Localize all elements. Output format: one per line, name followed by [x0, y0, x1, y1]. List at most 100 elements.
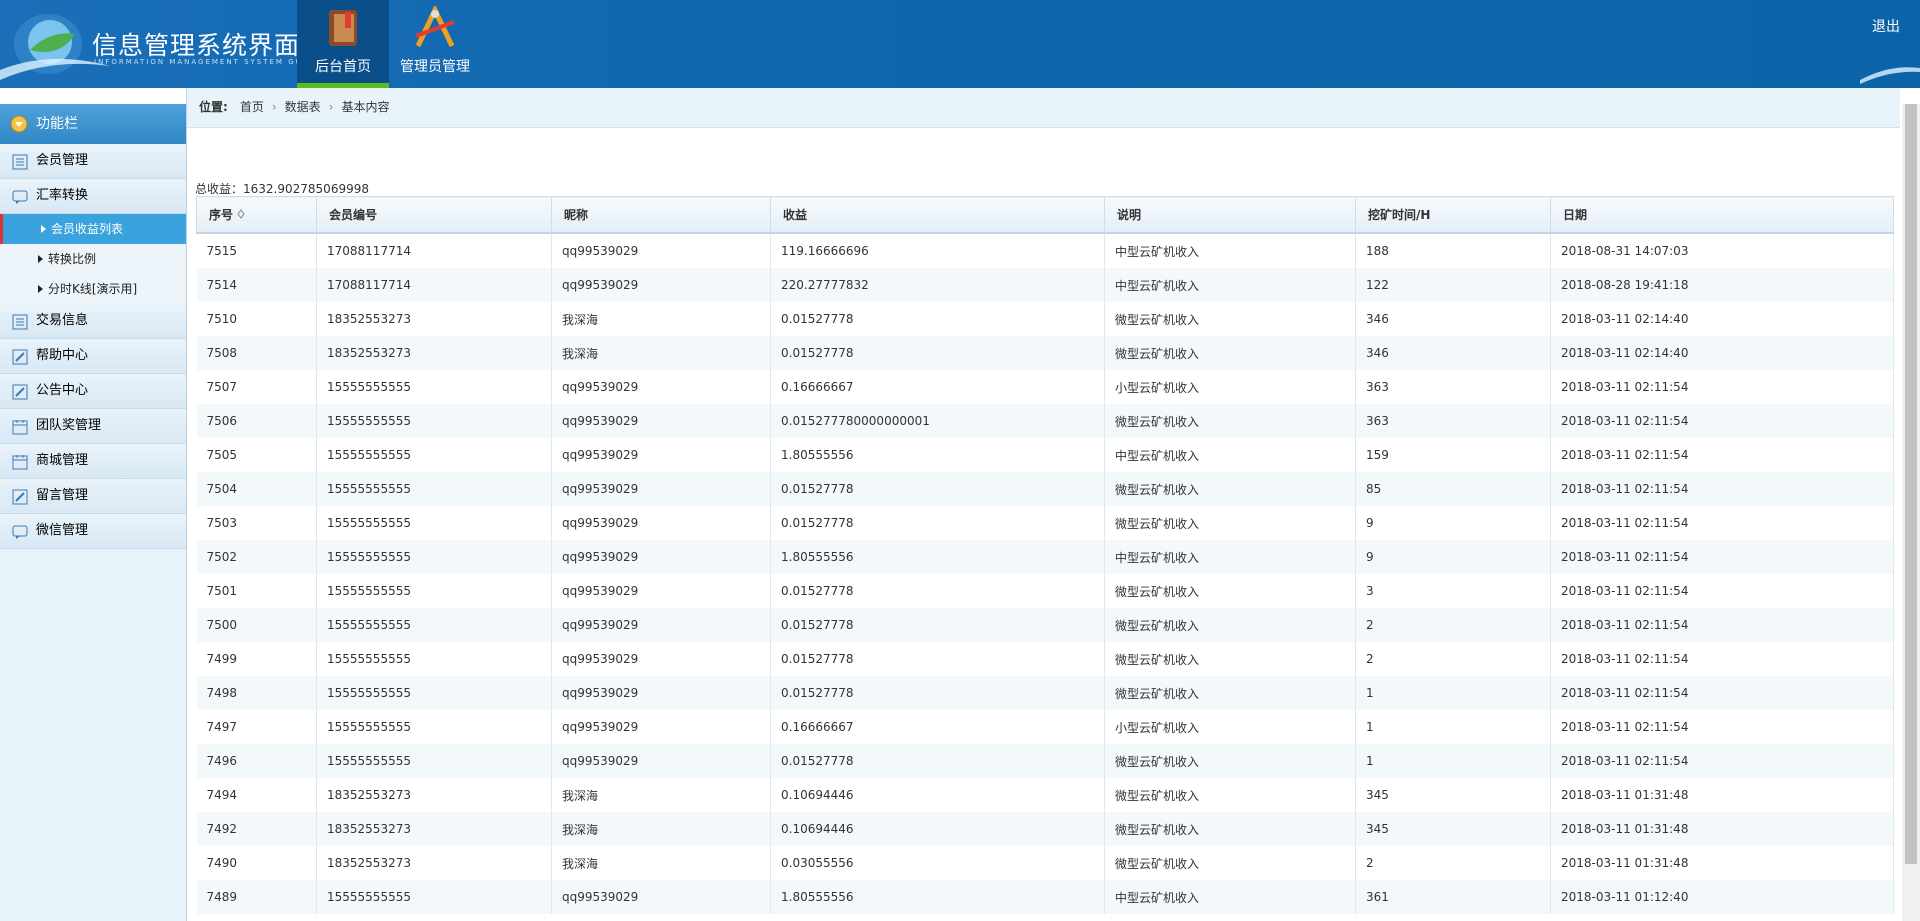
- table-cell: 122: [1355, 268, 1551, 302]
- table-cell: 2018-03-11 02:11:54: [1550, 438, 1894, 472]
- sidebar-item[interactable]: 汇率转换: [0, 179, 186, 214]
- table-cell: 2: [1355, 846, 1551, 880]
- table-cell: qq99539029: [551, 642, 771, 676]
- table-cell: qq99539029: [551, 880, 771, 914]
- table-cell: 363: [1355, 370, 1551, 404]
- table-row: 7504 15555555555 qq99539029 0.01527778 微型云矿机…: [196, 472, 1894, 506]
- table-row: 7498 15555555555 qq99539029 0.01527778 微型云矿机…: [196, 676, 1894, 710]
- table-cell: 15555555555: [316, 642, 552, 676]
- table-row: 7497 15555555555 qq99539029 0.16666667 小型云矿机…: [196, 710, 1894, 744]
- scrollbar-thumb[interactable]: [1905, 104, 1917, 864]
- sidebar-item[interactable]: 公告中心: [0, 374, 186, 409]
- table-cell: 7498: [196, 676, 317, 710]
- sidebar-item[interactable]: 会员管理: [0, 144, 186, 179]
- table-cell: 微型云矿机收入: [1104, 608, 1356, 642]
- sidebar-title[interactable]: 功能栏: [0, 104, 186, 144]
- sort-icon[interactable]: [237, 209, 245, 219]
- table-row: 7499 15555555555 qq99539029 0.01527778 微型云矿机…: [196, 642, 1894, 676]
- table-cell: 2018-08-28 19:41:18: [1550, 268, 1894, 302]
- table-cell: 1: [1355, 676, 1551, 710]
- table-cell: 2018-03-11 02:11:54: [1550, 744, 1894, 778]
- table-row: 7506 15555555555 qq99539029 0.0152777800000…: [196, 404, 1894, 438]
- table-cell: 363: [1355, 404, 1551, 438]
- table-cell: 微型云矿机收入: [1104, 472, 1356, 506]
- nav-admin[interactable]: 管理员管理: [389, 0, 481, 88]
- sidebar-item[interactable]: 商城管理: [0, 444, 186, 479]
- table-cell: 0.10694446: [770, 812, 1105, 846]
- nav-home[interactable]: 后台首页: [297, 0, 389, 88]
- column-header-text: 序号: [209, 208, 234, 222]
- table-cell: 0.01527778: [770, 642, 1105, 676]
- table-cell: 中型云矿机收入: [1104, 268, 1356, 302]
- table-cell: 小型云矿机收入: [1104, 370, 1356, 404]
- table-cell: 7494: [196, 778, 317, 812]
- icon: [12, 154, 28, 170]
- table-row: 7500 15555555555 qq99539029 0.01527778 微型云矿机…: [196, 608, 1894, 642]
- breadcrumb-item[interactable]: 首页: [239, 100, 264, 114]
- table-cell: 0.01527778: [770, 506, 1105, 540]
- table-cell: 15555555555: [316, 438, 552, 472]
- sidebar-subitem[interactable]: 分时K线[演示用]: [0, 274, 186, 304]
- logout[interactable]: 退出: [1872, 19, 1900, 35]
- breadcrumb: 位置: 首页 › 数据表 › 基本内容: [187, 88, 1900, 128]
- sidebar-item[interactable]: 团队奖管理: [0, 409, 186, 444]
- arrow: [38, 255, 43, 263]
- sidebar-item-label: 微信管理: [36, 523, 89, 538]
- table-row: 7515 17088117714 qq99539029 119.16666696 中型云…: [196, 233, 1894, 268]
- sidebar-item[interactable]: 留言管理: [0, 479, 186, 514]
- table-cell: 中型云矿机收入: [1104, 540, 1356, 574]
- table-cell: 我深海: [551, 302, 771, 336]
- sidebar-item[interactable]: 交易信息: [0, 304, 186, 339]
- table-cell: 中型云矿机收入: [1104, 438, 1356, 472]
- table-cell: 0.16666667: [770, 710, 1105, 744]
- table-cell: 2018-03-11 02:14:40: [1550, 336, 1894, 370]
- sidebar-subitem[interactable]: 会员收益列表: [0, 214, 186, 244]
- table-cell: 2018-03-11 02:11:54: [1550, 506, 1894, 540]
- column-header: 日期: [1550, 196, 1894, 234]
- table-cell: 119.16666696: [770, 233, 1105, 268]
- table-cell: 0.01527778: [770, 574, 1105, 608]
- breadcrumb-item[interactable]: 基本内容: [341, 100, 390, 114]
- table-cell: 18352553273: [316, 846, 552, 880]
- table-cell: qq99539029: [551, 404, 771, 438]
- column-header-text: 昵称: [564, 208, 589, 222]
- arrow: [38, 285, 43, 293]
- table-row: 7489 15555555555 qq99539029 1.80555556 中型云矿机…: [196, 880, 1894, 914]
- table-cell: 15555555555: [316, 880, 552, 914]
- scrollbar[interactable]: [1902, 104, 1920, 921]
- table-cell: 188: [1355, 233, 1551, 268]
- table-cell: 361: [1355, 880, 1551, 914]
- table-row: 7502 15555555555 qq99539029 1.80555556 中型云矿机…: [196, 540, 1894, 574]
- table-cell: 2018-03-11 02:11:54: [1550, 574, 1894, 608]
- table-cell: 7490: [196, 846, 317, 880]
- table-cell: qq99539029: [551, 438, 771, 472]
- table-cell: 7500: [196, 608, 317, 642]
- column-header[interactable]: 序号: [196, 196, 317, 234]
- icon: [12, 190, 28, 204]
- sidebar-item[interactable]: 帮助中心: [0, 339, 186, 374]
- table-cell: 345: [1355, 812, 1551, 846]
- header: 信息管理系统界面 INFORMATION MANAGEMENT SYSTEM G…: [0, 0, 1920, 88]
- table-cell: qq99539029: [551, 506, 771, 540]
- table-cell: 18352553273: [316, 336, 552, 370]
- table-cell: 2018-03-11 01:31:48: [1550, 778, 1894, 812]
- table-cell: 2: [1355, 642, 1551, 676]
- table-cell: 7501: [196, 574, 317, 608]
- site-title: 信息管理系统界面: [92, 31, 301, 60]
- table-cell: 18352553273: [316, 302, 552, 336]
- sidebar: 功能栏 会员管理 汇率转换 会员收益列表 转换比例 分时K线[演示用] 交易信息 帮助中心公…: [0, 88, 187, 921]
- table-cell: 0.015277780000000001: [770, 404, 1105, 438]
- icon: [10, 115, 28, 133]
- table-cell: 7497: [196, 710, 317, 744]
- table-cell: 346: [1355, 336, 1551, 370]
- breadcrumb-item[interactable]: 数据表: [284, 100, 321, 114]
- sidebar-title-text: 功能栏: [36, 116, 78, 132]
- icon: [12, 314, 28, 330]
- table-cell: 0.16666667: [770, 370, 1105, 404]
- table-cell: 345: [1355, 778, 1551, 812]
- site-subtitle: INFORMATION MANAGEMENT SYSTEM GUI: [94, 58, 307, 66]
- sidebar-item[interactable]: 微信管理: [0, 514, 186, 549]
- sidebar-subitem[interactable]: 转换比例: [0, 244, 186, 274]
- sidebar-item-label: 留言管理: [36, 488, 89, 503]
- column-header-text: 挖矿时间/H: [1368, 208, 1431, 222]
